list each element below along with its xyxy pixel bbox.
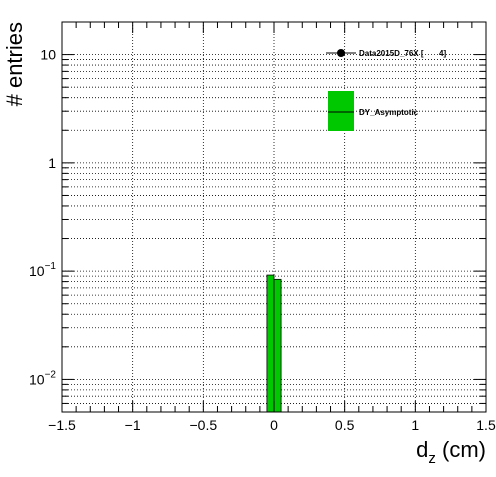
x-tick-label: −0.5 xyxy=(190,417,218,433)
x-tick-label: −1.5 xyxy=(48,417,76,433)
y-tick-label: 10 xyxy=(40,47,56,63)
x-tick-label: 0.5 xyxy=(335,417,355,433)
legend-marker xyxy=(337,49,345,57)
x-tick-label: 0 xyxy=(270,417,278,433)
x-ticks xyxy=(61,22,487,412)
y-ticks xyxy=(62,21,486,413)
legend: Data2015D_76X [ 4] DY_Asymptotic xyxy=(326,49,446,131)
x-tick-label: 1 xyxy=(411,417,419,433)
histogram-bar xyxy=(266,274,275,413)
x-axis-label: dz (cm) xyxy=(416,437,486,467)
y-tick-label: 1 xyxy=(48,155,56,171)
x-tick-label: 1.5 xyxy=(476,417,496,433)
y-tick-label: 10−2 xyxy=(29,369,56,387)
legend-swatch xyxy=(328,91,354,131)
x-tick-label: −1 xyxy=(125,417,141,433)
legend-label: Data2015D_76X [ 4] xyxy=(359,49,446,58)
histogram-bar xyxy=(273,278,282,413)
legend-label: DY_Asymptotic xyxy=(359,108,419,117)
y-tick-label: 10−1 xyxy=(29,261,56,279)
y-axis-label: # entries xyxy=(2,22,27,106)
